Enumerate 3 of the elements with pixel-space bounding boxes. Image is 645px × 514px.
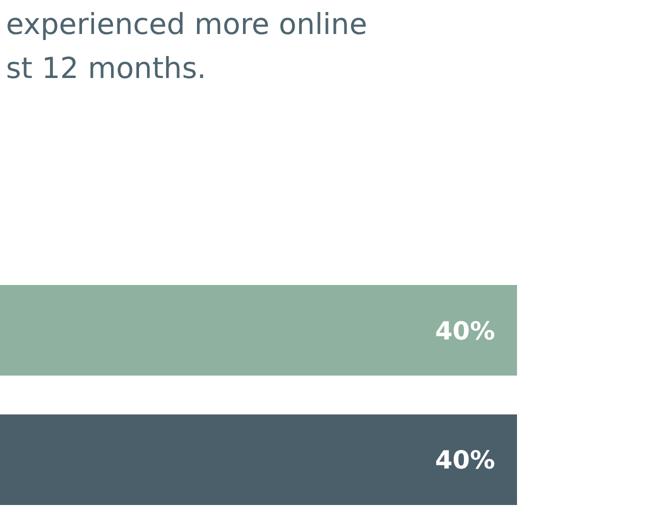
chart-title: experienced more online st 12 months. [6, 7, 368, 85]
data-label: 40% [435, 316, 495, 346]
data-label: 40% [435, 446, 495, 475]
